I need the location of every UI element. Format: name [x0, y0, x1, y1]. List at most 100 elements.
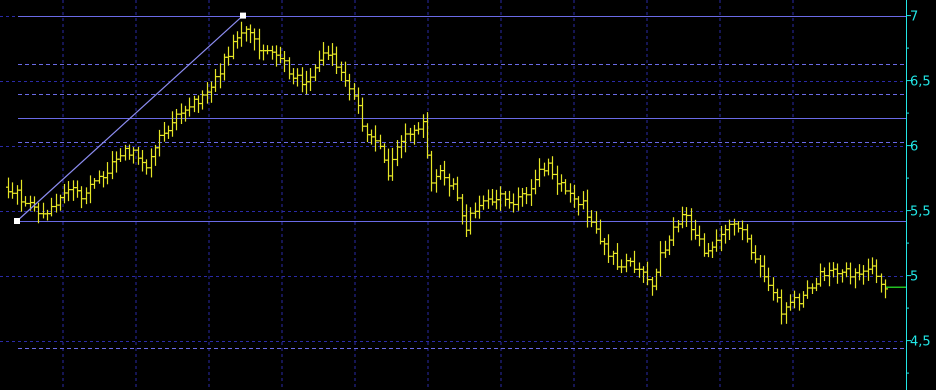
- price-bar: [118, 148, 123, 162]
- price-bar: [727, 219, 732, 241]
- price-bar: [123, 144, 128, 161]
- price-bar: [645, 261, 650, 286]
- price-bar: [248, 24, 253, 44]
- price-bar: [818, 263, 823, 287]
- price-bar: [658, 241, 663, 277]
- price-bar: [874, 259, 879, 284]
- price-bar: [619, 259, 624, 274]
- price-bar: [507, 190, 512, 209]
- price-bar: [762, 255, 767, 283]
- price-bar: [516, 187, 521, 211]
- price-bar: [438, 164, 443, 180]
- price-bar: [498, 186, 503, 211]
- price-bar: [321, 42, 326, 66]
- price-bar: [857, 264, 862, 281]
- price-bar: [101, 171, 106, 188]
- price-bar: [447, 173, 452, 197]
- price-bar: [546, 158, 551, 176]
- price-bar: [550, 156, 555, 180]
- price-bar: [663, 240, 668, 258]
- price-bar: [671, 217, 676, 247]
- price-bar: [589, 210, 594, 228]
- price-bar: [136, 146, 141, 165]
- price-bar: [784, 302, 789, 324]
- price-bar: [282, 51, 287, 73]
- price-bar: [295, 68, 300, 87]
- price-bar: [801, 291, 806, 308]
- fibonacci-levels: [18, 16, 906, 349]
- price-bar: [390, 147, 395, 181]
- price-bar: [581, 191, 586, 210]
- price-bar: [403, 123, 408, 153]
- price-bar: [520, 187, 525, 207]
- price-bar: [572, 184, 577, 208]
- price-bar: [680, 206, 685, 229]
- price-bar: [766, 267, 771, 292]
- price-bar: [667, 235, 672, 256]
- price-bar: [347, 73, 352, 101]
- price-bar: [706, 243, 711, 258]
- price-bar: [771, 277, 776, 301]
- price-bar: [326, 45, 331, 60]
- price-bar: [511, 193, 516, 213]
- y-tick-label: 6: [910, 140, 918, 155]
- price-bar: [883, 279, 888, 299]
- price-bar: [97, 170, 102, 184]
- price-bar: [187, 97, 192, 117]
- price-bar: [49, 197, 54, 217]
- price-bar: [481, 195, 486, 210]
- price-bar: [425, 112, 430, 159]
- price-bar: [503, 191, 508, 207]
- price-bar: [252, 28, 257, 51]
- price-bar: [632, 250, 637, 274]
- price-bar: [421, 114, 426, 138]
- grid: [0, 0, 906, 390]
- price-bar: [19, 179, 24, 212]
- price-bar: [853, 268, 858, 289]
- price-bar: [200, 90, 205, 110]
- price-bar: [274, 45, 279, 67]
- price-bar: [429, 150, 434, 192]
- trend-line: [16, 15, 244, 222]
- y-tick-label: 4,5: [910, 335, 931, 350]
- price-bar: [524, 187, 529, 205]
- price-bar: [183, 105, 188, 122]
- price-bar: [231, 34, 236, 60]
- price-bar: [775, 288, 780, 303]
- price-bar: [84, 187, 89, 205]
- price-bar: [693, 219, 698, 240]
- price-bar: [343, 61, 348, 87]
- price-bar: [606, 234, 611, 263]
- price-bar: [395, 140, 400, 167]
- price-bar: [257, 28, 262, 60]
- price-bar: [563, 179, 568, 195]
- price-bar: [218, 63, 223, 89]
- price-bar: [637, 262, 642, 278]
- price-bar: [749, 234, 754, 260]
- price-bar: [594, 211, 599, 234]
- price-bar: [313, 64, 318, 82]
- price-bar: [412, 124, 417, 145]
- price-bar: [555, 165, 560, 195]
- price-bar: [714, 229, 719, 252]
- price-bar: [92, 178, 97, 189]
- price-bar: [542, 162, 547, 177]
- price-bar: [598, 219, 603, 245]
- price-bar: [805, 280, 810, 299]
- price-bar: [455, 176, 460, 202]
- price-bar: [110, 151, 115, 180]
- trend-line-group: [14, 12, 246, 224]
- price-bar: [239, 21, 244, 47]
- price-bar: [36, 202, 41, 224]
- price-bar: [442, 160, 447, 186]
- price-bar: [287, 57, 292, 80]
- price-bar: [15, 185, 20, 205]
- price-bar: [740, 220, 745, 241]
- price-bar: [162, 122, 167, 142]
- price-bar: [10, 182, 15, 199]
- price-bar: [356, 87, 361, 114]
- price-bar: [797, 293, 802, 311]
- price-bar: [41, 202, 46, 219]
- price-bar: [779, 289, 784, 325]
